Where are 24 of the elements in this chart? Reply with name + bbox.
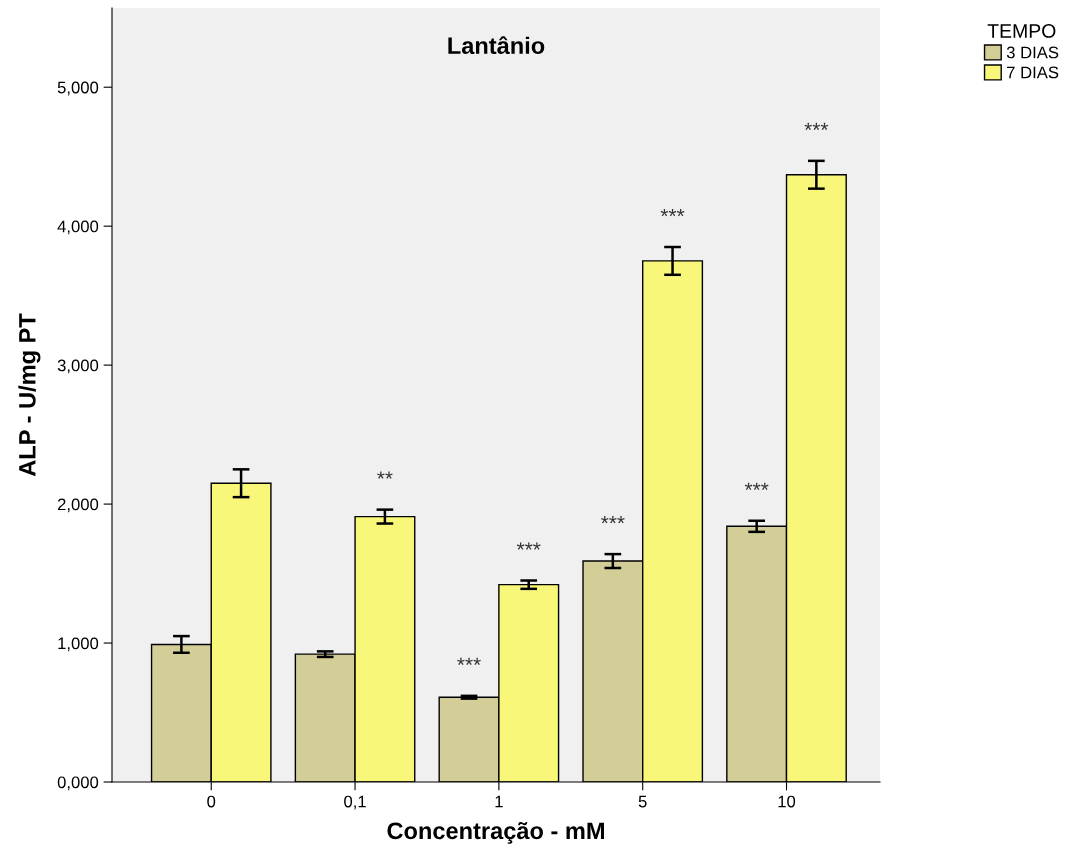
- y-tick-label: 4,000: [57, 220, 99, 235]
- annotation: ***: [457, 657, 481, 666]
- y-tick-label: 3,000: [57, 359, 99, 374]
- y-axis-title: ALP - U/mg PT: [18, 313, 41, 477]
- annotation: **: [377, 471, 393, 479]
- y-tick-label: 0,000: [57, 776, 99, 791]
- annotation: ***: [516, 542, 541, 550]
- y-tick-label: 1,000: [58, 637, 99, 652]
- annotation: ***: [804, 122, 829, 131]
- annotation: ***: [660, 208, 685, 217]
- legend-label: 3 DIAS: [1006, 46, 1059, 59]
- legend-label: 7 DIAS: [1007, 66, 1059, 79]
- legend-title: TEMPO: [987, 24, 1056, 38]
- x-axis-title: Concentração - mM: [387, 821, 604, 844]
- annotation: ***: [601, 516, 625, 524]
- x-tick-label: 1: [495, 795, 503, 808]
- annotation: ***: [744, 482, 769, 490]
- x-tick-label: 10: [778, 795, 796, 808]
- y-tick-label: 5,000: [57, 81, 99, 96]
- x-tick-label: 0: [207, 795, 216, 808]
- text: Lantânio: [448, 36, 545, 55]
- y-tick-label: 2,000: [57, 498, 99, 513]
- x-tick-label: 5: [638, 795, 647, 808]
- x-tick-label: 0,1: [344, 795, 366, 810]
